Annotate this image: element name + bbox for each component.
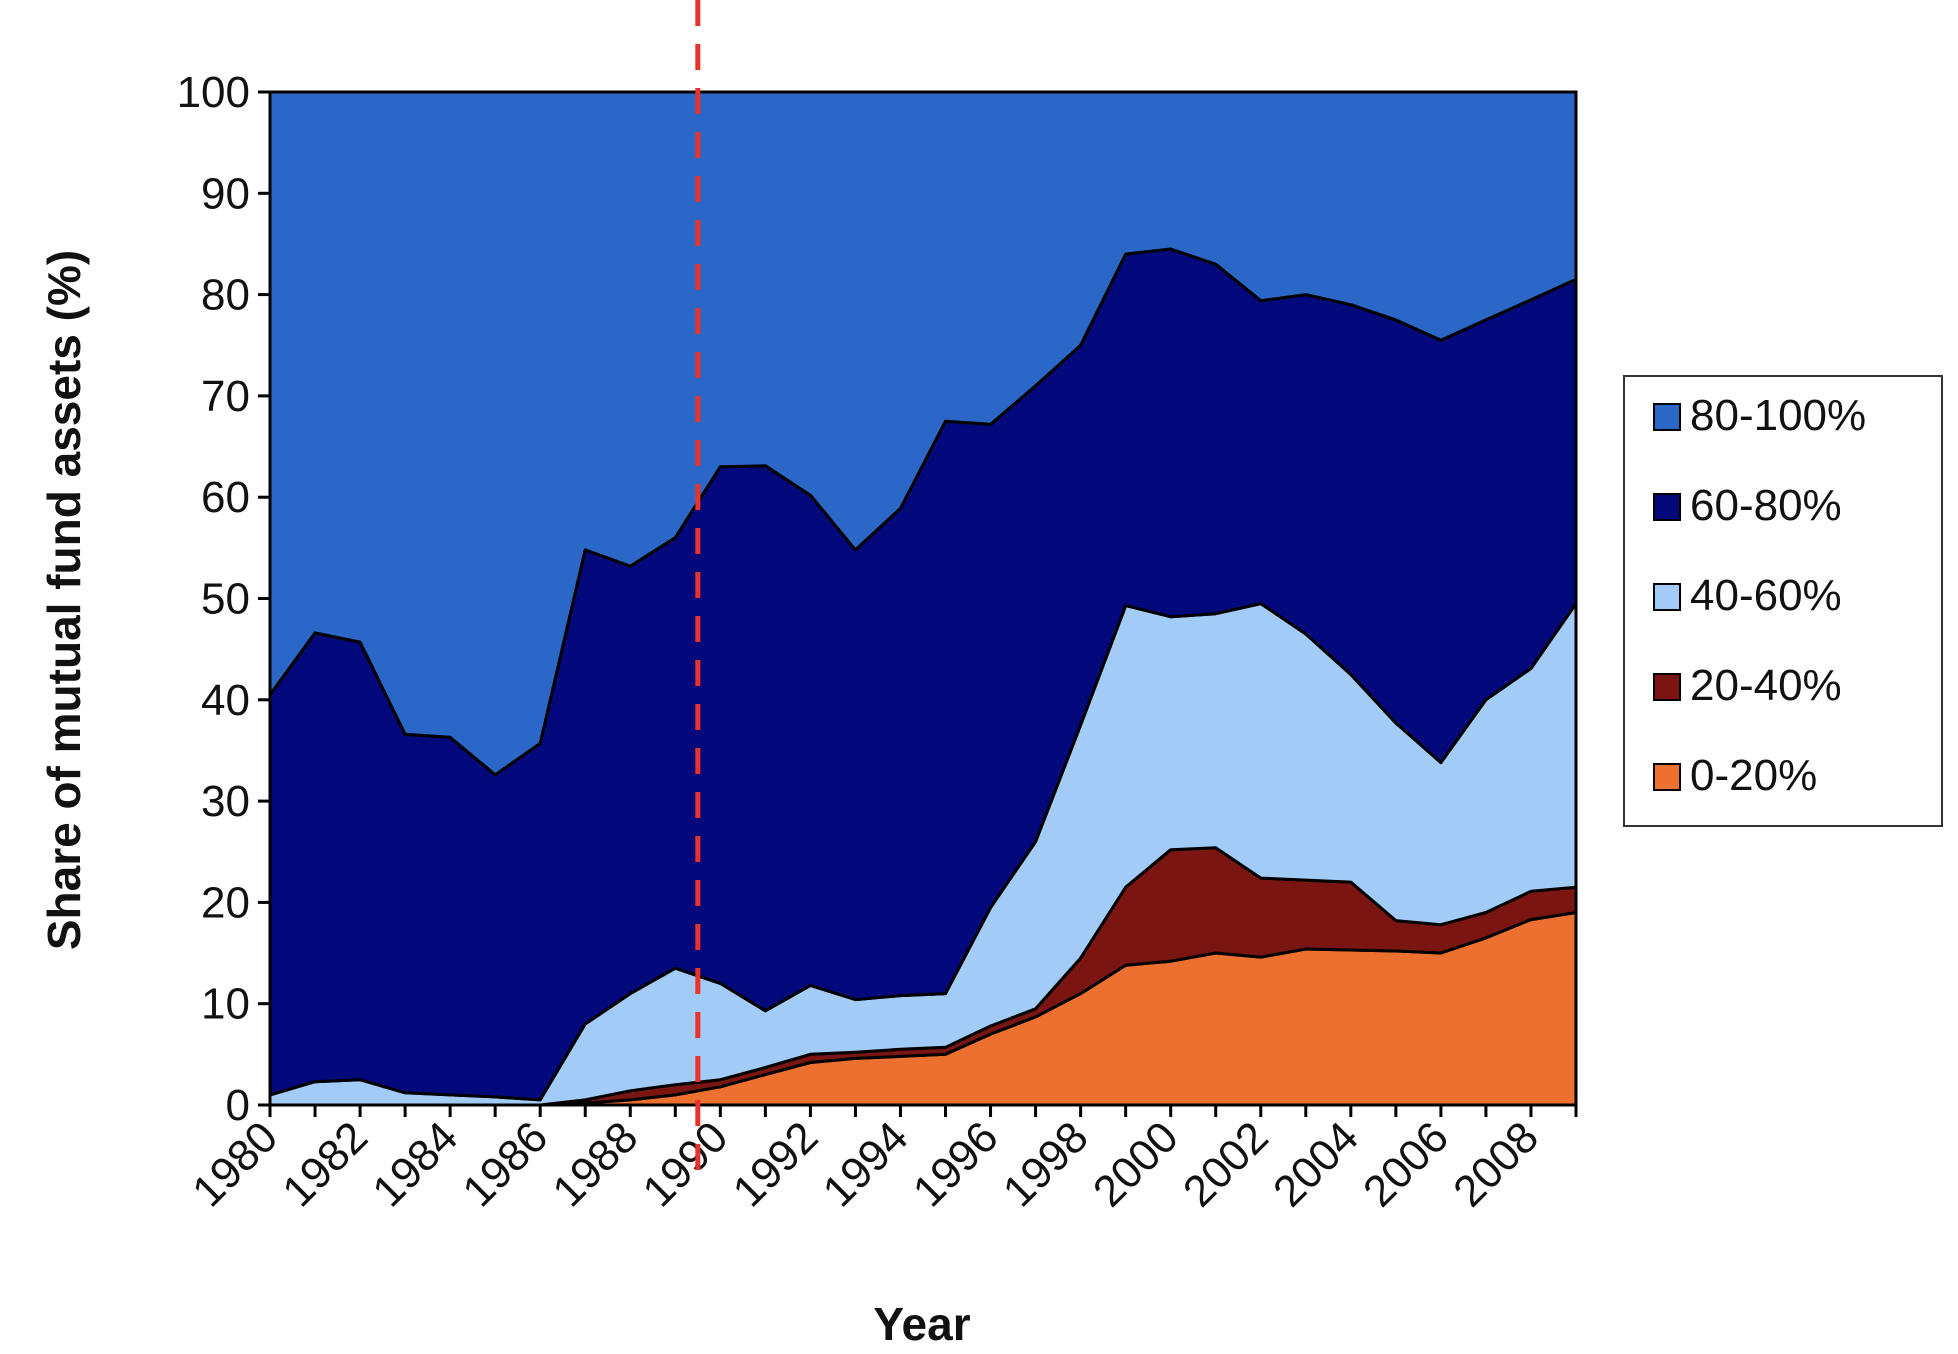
x-tick-label: 2002 <box>1174 1112 1278 1216</box>
y-tick-label: 10 <box>201 980 250 1029</box>
area-layer <box>268 90 1578 1107</box>
y-tick-label: 20 <box>201 878 250 927</box>
legend-swatch <box>1653 403 1681 431</box>
legend-label: 0-20% <box>1690 751 1817 800</box>
x-tick-label: 2006 <box>1354 1112 1458 1216</box>
x-tick-label: 1984 <box>363 1112 467 1216</box>
x-tick-label: 1986 <box>453 1112 557 1216</box>
legend-label: 40-60% <box>1690 571 1842 620</box>
y-tick-label: 50 <box>201 575 250 624</box>
legend-label: 20-40% <box>1690 661 1842 710</box>
x-tick-label: 2000 <box>1084 1112 1188 1216</box>
legend-swatch <box>1653 673 1681 701</box>
y-tick-label: 40 <box>201 676 250 725</box>
x-tick-label: 1996 <box>904 1112 1008 1216</box>
legend-label: 80-100% <box>1690 391 1866 440</box>
x-tick-label: 1988 <box>543 1112 647 1216</box>
legend-swatch <box>1653 583 1681 611</box>
legend-swatch <box>1653 493 1681 521</box>
x-tick-label: 2008 <box>1444 1112 1548 1216</box>
x-tick-label: 1998 <box>994 1112 1098 1216</box>
y-tick-label: 70 <box>201 372 250 421</box>
x-tick-label: 1992 <box>724 1112 828 1216</box>
x-tick-label: 1990 <box>634 1112 738 1216</box>
x-tick-label: 1982 <box>273 1112 377 1216</box>
x-tick-label: 2004 <box>1264 1112 1368 1216</box>
x-axis-title: Year <box>873 1298 970 1350</box>
legend-items: 80-100% 60-80% 40-60% 20-40% 0-20% <box>1653 391 1866 800</box>
y-tick-label: 0 <box>226 1081 250 1130</box>
legend-label: 60-80% <box>1690 481 1842 530</box>
x-tick-label: 1994 <box>814 1112 918 1216</box>
legend-swatch <box>1653 763 1681 791</box>
y-tick-label: 100 <box>177 68 250 117</box>
y-axis-title: Share of mutual fund assets (%) <box>38 250 90 950</box>
y-tick-label: 60 <box>201 473 250 522</box>
y-tick-label: 30 <box>201 777 250 826</box>
y-tick-label: 80 <box>201 271 250 320</box>
legend: 80-100% 60-80% 40-60% 20-40% 0-20% <box>1623 375 1943 827</box>
y-tick-label: 90 <box>201 169 250 218</box>
